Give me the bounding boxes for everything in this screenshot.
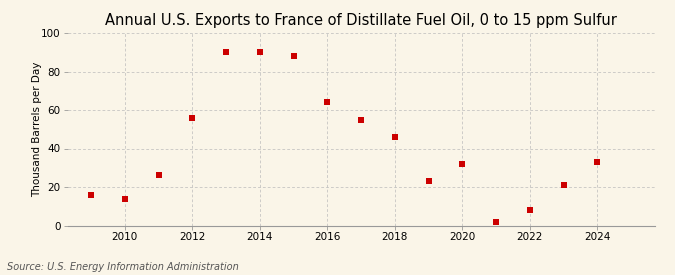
Text: Source: U.S. Energy Information Administration: Source: U.S. Energy Information Administ… <box>7 262 238 272</box>
Point <box>491 219 502 224</box>
Point <box>457 162 468 166</box>
Point <box>423 179 434 183</box>
Point <box>119 196 130 201</box>
Point <box>558 183 569 187</box>
Point <box>187 116 198 120</box>
Point <box>524 208 535 212</box>
Point <box>221 50 232 54</box>
Point <box>592 160 603 164</box>
Point <box>86 192 97 197</box>
Point <box>356 117 367 122</box>
Point <box>389 135 400 139</box>
Y-axis label: Thousand Barrels per Day: Thousand Barrels per Day <box>32 62 42 197</box>
Point <box>254 50 265 54</box>
Point <box>322 100 333 104</box>
Title: Annual U.S. Exports to France of Distillate Fuel Oil, 0 to 15 ppm Sulfur: Annual U.S. Exports to France of Distill… <box>105 13 617 28</box>
Point <box>288 54 299 58</box>
Point <box>153 173 164 178</box>
